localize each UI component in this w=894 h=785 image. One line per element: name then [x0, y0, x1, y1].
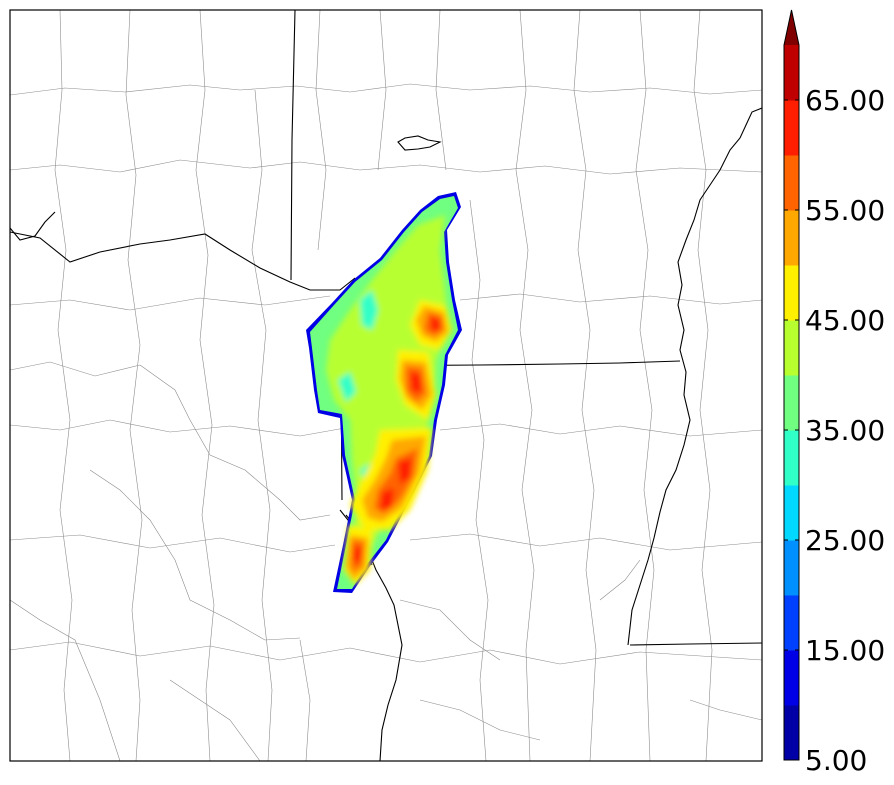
colorbar-segment — [784, 155, 799, 211]
colorbar: 5.00 15.00 25.00 35.00 45.00 55.00 65.00 — [783, 9, 885, 777]
colorbar-segment — [784, 210, 799, 266]
colorbar-tick-label: 5.00 — [805, 744, 867, 777]
colorbar-segment — [784, 375, 799, 431]
colorbar-tick-label: 55.00 — [805, 194, 885, 227]
colorbar-segments — [783, 9, 800, 761]
colorbar-segment — [784, 485, 799, 541]
colorbar-segment — [784, 595, 799, 651]
echo-35dbz-patch-2 — [338, 372, 356, 402]
colorbar-segment — [784, 320, 799, 376]
colorbar-tick-label: 25.00 — [805, 524, 885, 557]
colorbar-segment — [784, 705, 799, 761]
colorbar-segment — [784, 265, 799, 321]
echo-60dbz-core-south-2 — [380, 488, 394, 510]
colorbar-segment — [784, 100, 799, 156]
colorbar-tick-label: 15.00 — [805, 634, 885, 667]
colorbar-segment — [784, 650, 799, 706]
map-panel — [9, 9, 763, 762]
colorbar-extend-arrow — [784, 10, 799, 45]
map-frame — [9, 9, 763, 762]
echo-60dbz-core-mid — [410, 372, 422, 392]
county-boundaries — [10, 10, 762, 761]
colorbar-tick-label: 45.00 — [805, 304, 885, 337]
colorbar-tick-label: 35.00 — [805, 414, 885, 447]
echo-60dbz-core-south-1 — [398, 458, 412, 484]
colorbar-segment — [784, 45, 799, 101]
colorbar-labels: 5.00 15.00 25.00 35.00 45.00 55.00 65.00 — [805, 84, 885, 777]
colorbar-tick-label: 65.00 — [805, 84, 885, 117]
reflectivity-echo — [306, 192, 462, 593]
colorbar-segment — [784, 430, 799, 486]
colorbar-ticks — [784, 99, 799, 761]
echo-60dbz-core-north — [430, 316, 440, 332]
echo-60dbz-core-tip — [352, 546, 362, 562]
echo-35dbz-patch-1 — [360, 290, 378, 330]
colorbar-segment — [784, 540, 799, 596]
